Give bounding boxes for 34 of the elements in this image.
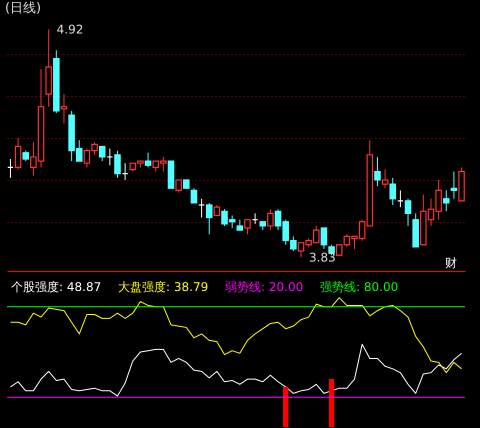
candlestick: [244, 219, 251, 235]
candlestick: [22, 150, 30, 162]
text: 弱势线: 20.00: [225, 280, 304, 294]
annotation: 财: [445, 256, 457, 270]
candlestick: [98, 146, 106, 162]
candlestick: [236, 219, 244, 231]
candlestick: [175, 179, 182, 193]
candlestick: [214, 204, 220, 216]
candlestick: [114, 150, 121, 178]
candlestick: [252, 212, 258, 224]
candlestick: [106, 148, 114, 166]
series-label: 大盘强度: 38.79: [118, 280, 208, 294]
candlestick: [382, 168, 388, 189]
candlestick: [320, 227, 328, 250]
candlestick: [206, 202, 213, 235]
candlestick: [122, 162, 128, 180]
candlestick: [14, 138, 22, 170]
candlestick: [144, 152, 152, 168]
candlestick: [190, 188, 198, 204]
candlestick: [404, 198, 412, 226]
text: 个股强度: 48.87: [11, 280, 102, 294]
candlestick: [450, 171, 458, 200]
candlestick: [442, 190, 450, 212]
candlestick: [397, 190, 404, 208]
candlestick: [7, 158, 14, 178]
candlestick: [60, 94, 68, 124]
candlestick: [198, 198, 205, 218]
candlestick: [374, 156, 381, 187]
annotation: 4.92: [56, 22, 84, 36]
candlestick: [267, 208, 274, 231]
text: 强势线: 80.00: [320, 280, 398, 294]
candlestick: [389, 177, 396, 206]
annotation: 3.83: [308, 250, 336, 264]
chart-title: (日线): [4, 1, 42, 16]
